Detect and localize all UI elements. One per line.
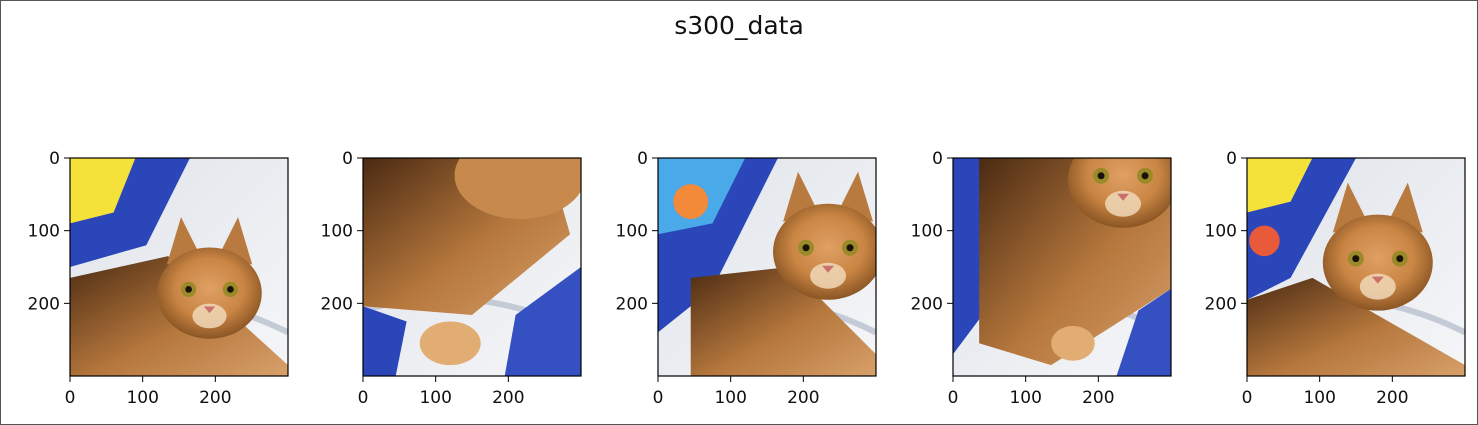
x-tick-label: 200 xyxy=(787,388,819,408)
y-tick-label: 100 xyxy=(321,222,353,242)
yellow-patch xyxy=(70,158,136,224)
y-tick-label: 200 xyxy=(28,294,60,314)
blue-bag xyxy=(363,306,407,376)
x-tick-label: 200 xyxy=(199,388,231,408)
x-tick-label: 200 xyxy=(1376,388,1408,408)
x-tick-label: 200 xyxy=(1082,388,1114,408)
y-tick-label: 200 xyxy=(321,294,353,314)
cat-pupil xyxy=(1141,172,1149,180)
x-tick-label: 100 xyxy=(714,388,746,408)
x-tick-label: 0 xyxy=(65,388,76,408)
x-tick-label: 0 xyxy=(653,388,664,408)
cat-body xyxy=(690,267,876,376)
cat-chin xyxy=(454,158,581,220)
cat-head xyxy=(157,247,262,339)
axes-frame xyxy=(952,157,1172,377)
panel-image-2 xyxy=(363,158,581,376)
fabric-dot xyxy=(673,184,709,220)
cat-pupil xyxy=(1097,172,1105,180)
cat-muzzle xyxy=(810,262,847,289)
cat-muzzle xyxy=(192,303,227,329)
cat-pupil xyxy=(846,244,854,252)
yellow-patch xyxy=(1247,158,1313,213)
x-tick-label: 0 xyxy=(948,388,959,408)
blue-bag xyxy=(504,267,581,376)
y-tick-label: 0 xyxy=(1226,149,1237,169)
axes-frame xyxy=(69,157,289,377)
y-tick-label: 100 xyxy=(616,222,648,242)
x-tick-label: 0 xyxy=(358,388,369,408)
x-tick-label: 200 xyxy=(492,388,524,408)
cat-nose xyxy=(203,306,216,314)
cat-nose xyxy=(1117,193,1130,201)
axes-frame xyxy=(657,157,877,377)
figure-title: s300_data xyxy=(674,11,804,40)
cat-nose xyxy=(822,265,835,273)
cat-pupil xyxy=(1352,255,1360,263)
cat-nose xyxy=(1371,276,1384,284)
cat-head xyxy=(773,203,876,300)
panel-image-3 xyxy=(658,158,876,376)
y-tick-label: 200 xyxy=(1205,294,1237,314)
y-tick-label: 0 xyxy=(637,149,648,169)
cat-pupil xyxy=(1396,255,1404,263)
cat-ear xyxy=(1133,100,1168,150)
y-tick-label: 0 xyxy=(49,149,60,169)
y-tick-label: 200 xyxy=(616,294,648,314)
x-tick-label: 100 xyxy=(1009,388,1041,408)
y-tick-label: 100 xyxy=(1205,222,1237,242)
y-tick-label: 100 xyxy=(28,222,60,242)
x-tick-label: 0 xyxy=(1242,388,1253,408)
x-tick-label: 100 xyxy=(1303,388,1335,408)
blue-bag xyxy=(1116,288,1171,376)
cat-pupil xyxy=(227,286,234,293)
cat-muzzle xyxy=(1359,273,1396,300)
cat-paw xyxy=(419,321,481,366)
cat-body xyxy=(1247,277,1465,376)
cat-head xyxy=(1322,214,1433,311)
x-tick-label: 100 xyxy=(419,388,451,408)
x-tick-label: 100 xyxy=(126,388,158,408)
panel-image-5 xyxy=(1247,158,1465,376)
y-tick-label: 200 xyxy=(911,294,943,314)
cat-muzzle xyxy=(1105,190,1142,217)
panel-image-4 xyxy=(953,100,1171,376)
axes-frame xyxy=(362,157,582,377)
fabric-dot xyxy=(1249,225,1280,257)
y-tick-label: 100 xyxy=(911,222,943,242)
cat-paw xyxy=(1051,325,1095,361)
cat-pupil xyxy=(802,244,810,252)
cat-pupil xyxy=(185,286,192,293)
y-tick-label: 0 xyxy=(932,149,943,169)
cat-ear xyxy=(1078,100,1113,150)
axes-frame xyxy=(1246,157,1466,377)
panel-image-1 xyxy=(70,158,288,376)
y-tick-label: 0 xyxy=(342,149,353,169)
